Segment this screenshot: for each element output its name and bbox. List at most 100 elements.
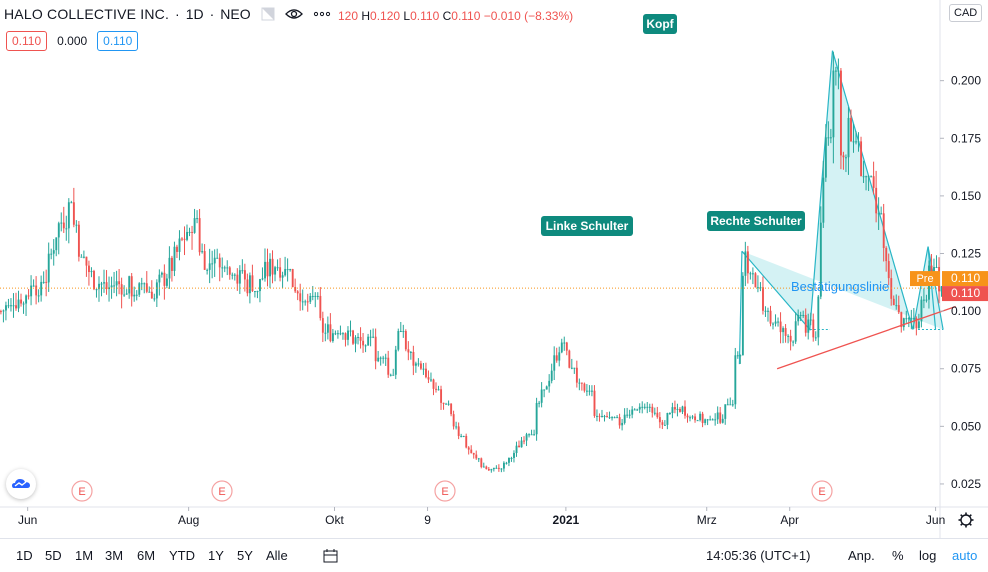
candle bbox=[425, 362, 427, 379]
gear-tooth bbox=[960, 522, 964, 526]
candle-body bbox=[45, 281, 48, 283]
candle bbox=[475, 450, 478, 460]
candle-body bbox=[779, 321, 782, 333]
candle-body bbox=[598, 415, 601, 417]
candle bbox=[186, 224, 189, 242]
candle-body bbox=[792, 341, 795, 343]
candle-body bbox=[404, 331, 407, 350]
candle-body bbox=[767, 310, 769, 312]
percent-button[interactable]: % bbox=[892, 548, 904, 563]
x-tick-label: Apr bbox=[780, 513, 799, 527]
candle bbox=[183, 226, 186, 256]
candle bbox=[734, 347, 737, 409]
candle bbox=[276, 259, 279, 271]
eye-icon[interactable] bbox=[284, 8, 303, 20]
tradingview-logo[interactable] bbox=[6, 469, 36, 499]
more-icon[interactable] bbox=[313, 11, 331, 17]
auto-button[interactable]: auto bbox=[952, 548, 978, 563]
candle-body bbox=[337, 333, 339, 335]
candle-body bbox=[636, 409, 639, 411]
candle bbox=[153, 293, 156, 302]
candle bbox=[558, 346, 561, 367]
adjust-button[interactable]: Anp. bbox=[848, 548, 875, 563]
candle bbox=[900, 311, 903, 333]
candle bbox=[633, 408, 636, 411]
annotation-text: Linke Schulter bbox=[546, 219, 629, 233]
range-alle[interactable]: Alle bbox=[266, 548, 288, 563]
symbol-header[interactable]: HALO COLLECTIVE INC. · 1D · NEO bbox=[0, 0, 337, 27]
candle bbox=[105, 270, 108, 295]
candle bbox=[513, 450, 515, 463]
candle-body bbox=[201, 251, 204, 253]
candle bbox=[538, 400, 541, 408]
candle bbox=[935, 255, 938, 269]
candle bbox=[130, 273, 133, 307]
interval-label[interactable]: 1D bbox=[185, 5, 204, 22]
candle bbox=[628, 409, 631, 419]
candle-body bbox=[347, 330, 349, 340]
candle bbox=[85, 256, 88, 277]
candle-body bbox=[925, 299, 928, 301]
candle bbox=[497, 464, 500, 472]
range-1m[interactable]: 1M bbox=[75, 548, 94, 563]
range-1y[interactable]: 1Y bbox=[208, 548, 224, 563]
candle bbox=[812, 313, 815, 342]
range-5d[interactable]: 5D bbox=[45, 548, 62, 563]
candle bbox=[206, 268, 209, 275]
candle-body bbox=[228, 267, 231, 275]
candle-body bbox=[555, 355, 558, 361]
candle-body bbox=[545, 386, 548, 390]
candle bbox=[593, 385, 596, 418]
candle bbox=[163, 264, 166, 300]
date-range-icon[interactable] bbox=[323, 548, 339, 567]
candle bbox=[568, 349, 571, 369]
candle-body bbox=[784, 328, 787, 336]
earnings-marker: E bbox=[811, 480, 833, 502]
candle bbox=[480, 457, 483, 469]
candle-body bbox=[560, 342, 563, 353]
candle-body bbox=[435, 388, 437, 390]
y-tick-label: 0.075 bbox=[951, 362, 981, 376]
candle-body bbox=[98, 283, 100, 290]
flag-icon[interactable] bbox=[261, 7, 275, 21]
candle bbox=[404, 329, 407, 352]
candle bbox=[754, 272, 757, 288]
candle bbox=[762, 276, 764, 315]
log-button[interactable]: log bbox=[919, 548, 937, 563]
candle bbox=[331, 328, 334, 343]
candle bbox=[548, 374, 551, 393]
candle-body bbox=[392, 374, 395, 376]
clock-readout[interactable]: 14:05:36 (UTC+1) bbox=[706, 548, 811, 563]
candle bbox=[616, 415, 619, 419]
candle bbox=[663, 420, 666, 426]
candle bbox=[281, 271, 284, 289]
candle bbox=[880, 206, 883, 215]
currency-label[interactable]: CAD bbox=[949, 4, 983, 22]
candle-body bbox=[417, 363, 420, 365]
earnings-letter: E bbox=[818, 486, 825, 498]
range-5y[interactable]: 5Y bbox=[237, 548, 253, 563]
range-6m[interactable]: 6M bbox=[137, 548, 156, 563]
candle-body bbox=[631, 409, 634, 415]
candle bbox=[422, 363, 425, 375]
candle-body bbox=[304, 301, 307, 303]
candle bbox=[540, 382, 543, 408]
range-1d[interactable]: 1D bbox=[16, 548, 33, 563]
price-chart[interactable]: Kopf Linke Schulter Rechte Schulter Bestäti… bbox=[0, 0, 988, 538]
candle-body bbox=[575, 367, 578, 383]
candle-body bbox=[203, 251, 206, 270]
candle bbox=[915, 316, 918, 336]
candle-body bbox=[827, 137, 830, 139]
candle-body bbox=[794, 321, 797, 342]
candle-body bbox=[739, 355, 742, 357]
candle-body bbox=[301, 301, 304, 303]
settings-gear-icon[interactable] bbox=[958, 512, 974, 528]
candle-body bbox=[746, 251, 749, 274]
candle bbox=[779, 312, 782, 344]
candle bbox=[27, 289, 30, 300]
candle-body bbox=[70, 202, 73, 204]
candle bbox=[767, 307, 769, 322]
range-ytd[interactable]: YTD bbox=[169, 548, 195, 563]
candle bbox=[510, 456, 513, 462]
range-3m[interactable]: 3M bbox=[105, 548, 124, 563]
